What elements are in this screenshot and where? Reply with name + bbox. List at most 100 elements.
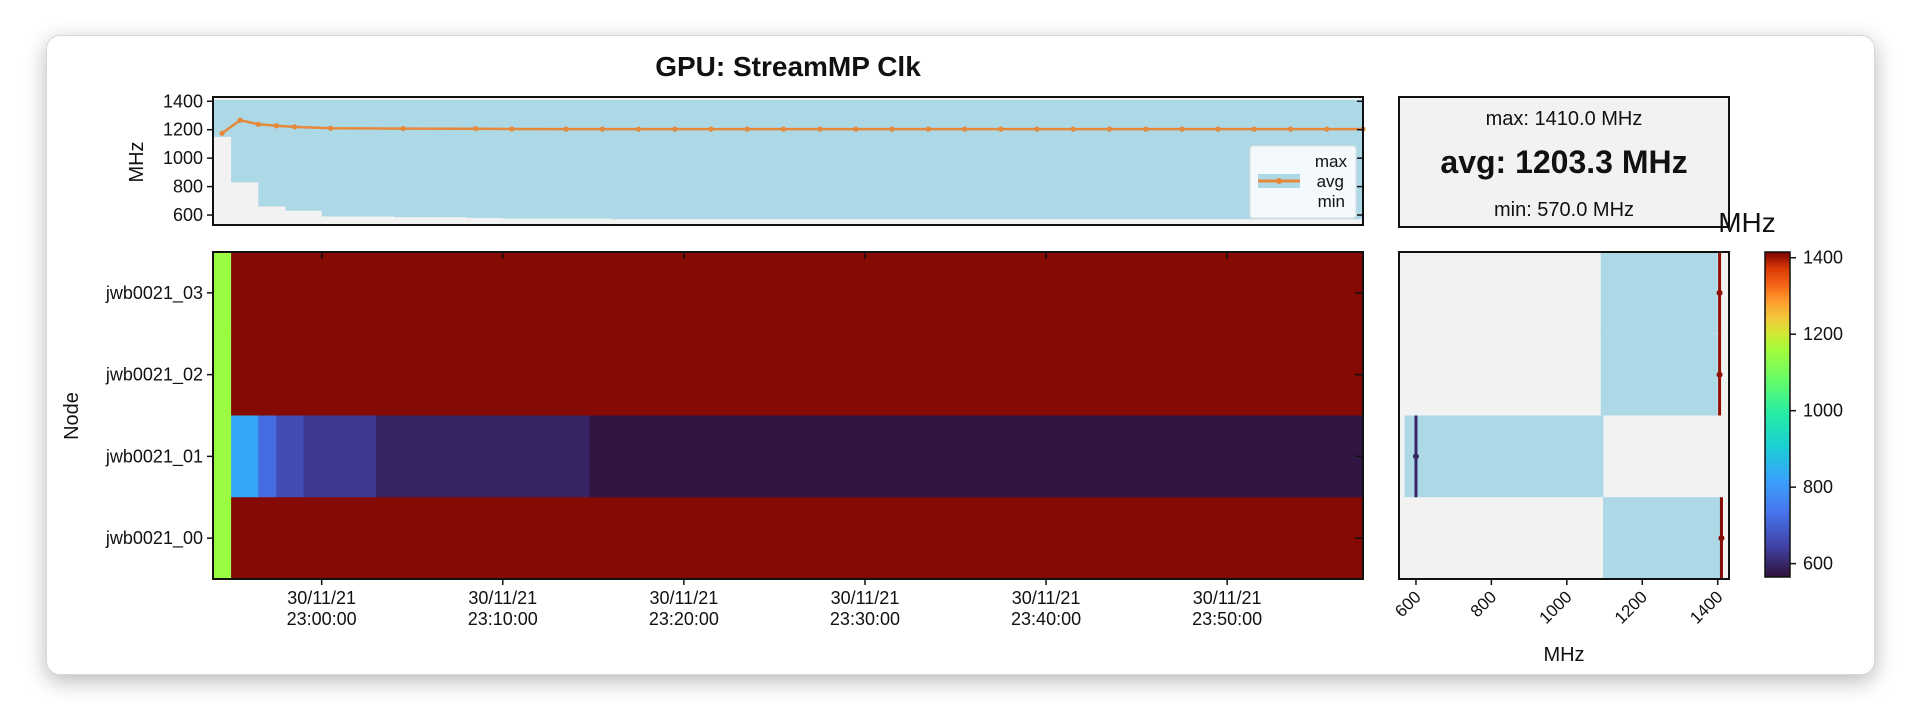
avg-point: [400, 125, 406, 132]
stats-avg: avg: 1203.3 MHz: [1440, 144, 1687, 180]
distribution-x-axis-label: MHz: [1543, 644, 1584, 666]
colorbar-tick-label: 1000: [1803, 401, 1843, 421]
heatmap-cell: [375, 415, 591, 498]
avg-point: [889, 126, 895, 132]
heatmap-cell: [276, 415, 305, 498]
node-label: jwb0021_03: [105, 283, 203, 304]
avg-point: [708, 126, 714, 132]
distribution-x-tick-label: 600: [1391, 587, 1424, 620]
x-tick-time: 23:30:00: [830, 609, 900, 629]
timeline-y-axis-label: MHz: [126, 141, 148, 182]
timeline-y-tick-label: 1200: [163, 120, 203, 140]
stats-min: min: 570.0 MHz: [1494, 199, 1634, 221]
avg-point: [1179, 126, 1185, 132]
avg-point: [472, 126, 479, 132]
avg-point: [744, 126, 750, 132]
timeline-legend: max avg min: [1249, 145, 1357, 219]
figure-card: GPU: StreamMP Clk 600 800 1000 1200 1400 MHz…: [46, 35, 1875, 675]
colorbar-tick-label: 800: [1803, 477, 1833, 497]
colorbar-ticks: 600 800 1000 1200 1400: [1790, 248, 1843, 574]
distribution-x-ticks: 600 800 1000 1200 1400: [1391, 579, 1727, 628]
x-tick-date: 30/11/21: [831, 588, 900, 608]
x-tick-date: 30/11/21: [287, 588, 356, 608]
avg-point: [273, 123, 279, 129]
distribution-x-tick-label: 800: [1467, 587, 1500, 620]
avg-point: [1215, 126, 1221, 132]
distribution-avg-point: [1716, 371, 1723, 378]
x-tick-time: 23:50:00: [1192, 609, 1262, 629]
x-tick-time: 23:10:00: [468, 609, 538, 629]
colorbar-tick-label: 1400: [1803, 248, 1843, 268]
legend-avg-marker: [1276, 178, 1282, 184]
heatmap-cell: [231, 252, 1364, 335]
stats-max: max: 1410.0 MHz: [1486, 108, 1643, 130]
heatmap-cell: [231, 333, 1364, 416]
x-tick-date: 30/11/21: [649, 588, 718, 608]
heatmap-cell: [213, 252, 232, 335]
distribution-avg-point: [1716, 289, 1723, 296]
timeline-y-tick-label: 1400: [163, 91, 203, 111]
heatmap-cell: [213, 497, 232, 580]
legend-max-label: max: [1315, 152, 1348, 171]
heatmap-cell: [589, 415, 1364, 498]
node-label: jwb0021_00: [105, 528, 203, 549]
timeline-y-tick-label: 1000: [163, 148, 203, 168]
colorbar-tick-label: 1200: [1803, 324, 1843, 344]
avg-point: [237, 117, 243, 123]
avg-point: [1324, 126, 1330, 132]
avg-point: [1070, 126, 1076, 132]
avg-point: [672, 126, 678, 132]
distribution-plot: 600 800 1000 1200 1400 MHz: [1391, 251, 1730, 666]
heatmap-y-ticks: jwb0021_03 jwb0021_02 jwb0021_01 jwb0021_00: [105, 283, 1363, 549]
x-tick-date: 30/11/21: [1012, 588, 1081, 608]
colorbar-tick-label: 600: [1803, 554, 1833, 574]
distribution-avg-point: [1718, 535, 1725, 542]
distribution-x-tick-label: 1200: [1611, 587, 1651, 627]
avg-point: [509, 126, 515, 132]
chart-title: GPU: StreamMP Clk: [655, 51, 921, 82]
heatmap-cell: [303, 415, 377, 498]
avg-point: [1106, 126, 1113, 132]
timeline-plot: 600 800 1000 1200 1400 MHz max avg min: [126, 91, 1366, 226]
distribution-range-bar: [1404, 415, 1604, 498]
timeline-y-tick-label: 600: [173, 205, 203, 225]
legend-min-label: min: [1318, 192, 1345, 211]
avg-point: [635, 126, 642, 132]
distribution-range-bar: [1600, 333, 1718, 416]
distribution-x-tick-label: 1400: [1686, 587, 1726, 627]
avg-point: [328, 125, 334, 131]
min-max-band: [213, 99, 1363, 220]
heatmap-cells: [213, 252, 1364, 580]
timeline-y-ticks: 600 800 1000 1200 1400: [163, 91, 1363, 225]
timeline-y-tick-label: 800: [173, 177, 203, 197]
stats-panel: max: 1410.0 MHz avg: 1203.3 MHz min: 570…: [1398, 96, 1730, 228]
heatmap-y-axis-label: Node: [61, 392, 83, 440]
distribution-x-tick-label: 1000: [1535, 587, 1575, 627]
heatmap-x-ticks: 30/11/2123:00:0030/11/2123:10:0030/11/21…: [287, 252, 1262, 629]
timeline-frame: [212, 96, 1364, 226]
avg-point: [925, 126, 931, 132]
avg-point: [998, 126, 1004, 132]
x-tick-time: 23:00:00: [287, 609, 357, 629]
colorbar-label: MHz: [1718, 207, 1776, 238]
x-tick-date: 30/11/21: [1193, 588, 1262, 608]
heatmap-cell: [231, 497, 1364, 580]
avg-line: [221, 118, 1363, 135]
x-tick-date: 30/11/21: [468, 588, 537, 608]
avg-point: [817, 126, 823, 132]
avg-point: [291, 124, 298, 130]
heatmap-cell: [231, 415, 259, 498]
stats-box: [1398, 96, 1730, 228]
figure: GPU: StreamMP Clk 600 800 1000 1200 1400 MHz…: [61, 51, 1843, 666]
distribution-range-bar: [1600, 252, 1718, 334]
legend-avg-label: avg: [1317, 172, 1344, 191]
distribution-range-bar: [1603, 497, 1722, 579]
avg-point: [780, 126, 787, 132]
avg-point: [1034, 126, 1040, 132]
legend-box: [1249, 145, 1357, 219]
heatmap-frame: [212, 251, 1364, 580]
avg-point: [1287, 126, 1294, 132]
heatmap-cell: [258, 415, 277, 498]
x-tick-time: 23:20:00: [649, 609, 719, 629]
avg-point: [255, 121, 261, 127]
